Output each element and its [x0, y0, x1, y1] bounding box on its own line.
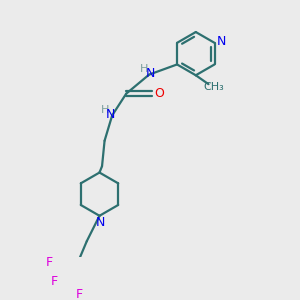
Text: H: H — [101, 105, 109, 115]
Text: F: F — [46, 256, 53, 269]
Text: N: N — [146, 67, 155, 80]
Text: N: N — [106, 108, 116, 121]
Text: F: F — [51, 275, 58, 288]
Text: H: H — [140, 64, 149, 74]
Text: N: N — [96, 216, 105, 230]
Text: O: O — [154, 87, 164, 100]
Text: F: F — [76, 288, 83, 300]
Text: CH₃: CH₃ — [203, 82, 224, 92]
Text: N: N — [217, 35, 226, 48]
